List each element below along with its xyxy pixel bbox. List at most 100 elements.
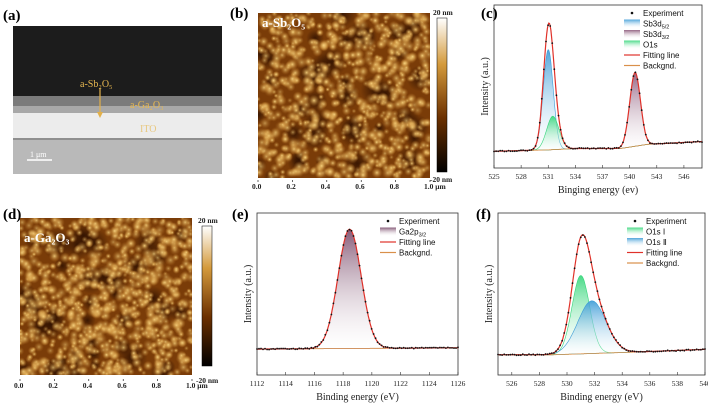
x-tick-label: 537 — [597, 172, 609, 181]
experiment-point — [364, 300, 367, 303]
experiment-point — [568, 146, 570, 149]
experiment-point — [569, 297, 572, 299]
experiment-point — [392, 347, 395, 350]
experiment-point — [328, 321, 331, 324]
y-axis-label: Intensity (a.u.) — [480, 57, 491, 116]
afm-grain — [55, 305, 64, 315]
afm-grain — [364, 107, 371, 115]
experiment-point — [509, 150, 512, 153]
afm-grain — [278, 152, 286, 159]
afm-grain — [49, 330, 57, 338]
legend-item: Fitting line — [380, 238, 436, 247]
legend-swatch — [624, 30, 640, 38]
afm-grain — [415, 152, 426, 163]
experiment-point — [402, 346, 405, 349]
afm-grain — [258, 30, 263, 39]
experiment-point — [422, 347, 425, 349]
afm-grain — [20, 328, 23, 334]
afm-grain — [74, 320, 81, 327]
experiment-point — [588, 251, 590, 253]
experiment-point — [650, 350, 653, 353]
experiment-point — [536, 136, 539, 139]
panel-label-c: (c) — [481, 6, 498, 22]
experiment-point — [661, 142, 664, 145]
experiment-point — [334, 291, 337, 294]
experiment-point — [274, 348, 276, 351]
afm-grain — [147, 344, 154, 352]
experiment-point — [619, 344, 621, 346]
experiment-point — [578, 147, 581, 149]
experiment-point — [517, 354, 520, 357]
afm-grain — [312, 146, 319, 153]
experiment-point — [308, 348, 311, 350]
experiment-point — [694, 141, 697, 143]
experiment-point — [594, 281, 597, 283]
x-tick-label: 543 — [651, 172, 663, 181]
afm-grain — [20, 315, 29, 325]
experiment-point — [286, 348, 288, 350]
legend-text: O1s Ⅰ — [646, 228, 665, 237]
experiment-point — [262, 348, 264, 351]
experiment-point — [545, 40, 547, 43]
afm-grain — [59, 322, 65, 328]
arrow-head-icon — [97, 112, 103, 118]
experiment-point — [360, 277, 363, 280]
afm-grain — [156, 230, 163, 238]
afm-grain — [143, 221, 149, 228]
afm-grain — [273, 141, 280, 148]
afm-grain — [156, 246, 168, 259]
afm-grain — [128, 257, 139, 267]
sem-label-sb2o5: a-Sb₂O₅ — [80, 79, 113, 90]
afm-grain — [287, 97, 293, 104]
afm-grain — [183, 249, 190, 256]
afm-grain — [29, 337, 36, 344]
afm-grain — [143, 360, 153, 371]
afm-grain — [357, 19, 369, 31]
legend-text: Backgnd. — [643, 62, 676, 71]
afm-grain — [394, 155, 403, 164]
afm-grain — [366, 78, 376, 88]
afm-grain — [281, 144, 291, 154]
experiment-point — [663, 142, 666, 145]
afm-grain — [316, 102, 326, 112]
afm-grain — [275, 94, 287, 107]
experiment-point — [590, 147, 593, 150]
afm-grain — [319, 13, 330, 21]
experiment-point — [676, 142, 678, 145]
afm-grain — [380, 110, 387, 116]
afm-grain — [77, 265, 87, 275]
afm-grain — [317, 29, 323, 36]
afm-grain — [336, 141, 344, 149]
experiment-point — [388, 347, 391, 349]
afm-grain — [179, 218, 186, 221]
afm-grain — [381, 117, 392, 129]
afm-grain — [167, 284, 180, 297]
experiment-point — [695, 348, 698, 351]
afm-grain — [383, 108, 395, 120]
legend-item: O1s Ⅱ — [627, 238, 667, 247]
afm-grain — [296, 109, 304, 118]
afm-grain — [153, 359, 164, 370]
afm-grain — [389, 120, 402, 132]
experiment-point — [605, 148, 608, 150]
experiment-point — [683, 349, 686, 352]
afm-grain — [344, 148, 355, 159]
afm-title-sb2o5: a-Sb₂O₅ — [262, 15, 305, 30]
experiment-point — [665, 142, 668, 144]
afm-grain — [35, 225, 47, 238]
experiment-point — [555, 94, 558, 97]
experiment-point — [637, 351, 640, 353]
experiment-point — [368, 319, 371, 322]
experiment-point — [623, 347, 626, 350]
afm-grain — [330, 67, 341, 79]
afm-grain — [310, 21, 317, 28]
legend-text: Sb3d — [643, 30, 662, 39]
afm-grain — [301, 154, 309, 161]
afm-grain — [385, 13, 398, 20]
afm-grain — [69, 367, 79, 375]
afm-grain — [380, 81, 391, 92]
afm-grain — [278, 173, 286, 178]
afm-grain — [79, 337, 90, 348]
experiment-point — [538, 121, 541, 124]
legend-item: Experiment — [386, 217, 440, 226]
